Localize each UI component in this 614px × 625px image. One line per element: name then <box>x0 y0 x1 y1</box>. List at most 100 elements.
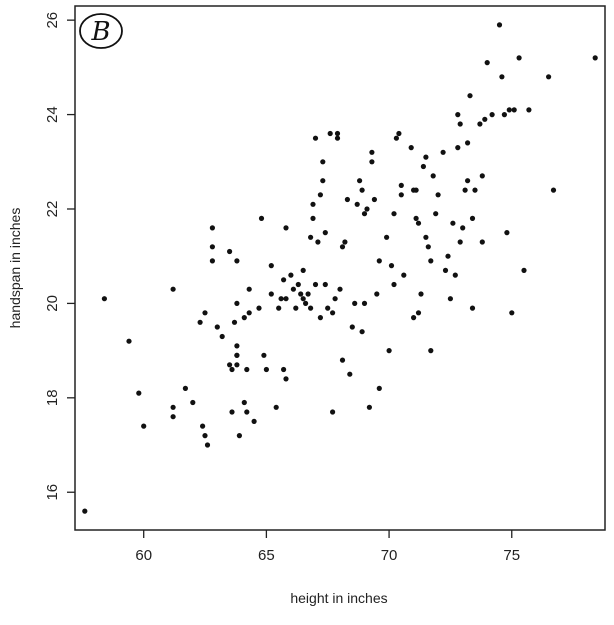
data-point-115 <box>411 315 417 321</box>
data-point-27 <box>234 343 240 349</box>
y-tick-label-5: 26 <box>44 12 61 29</box>
data-point-30 <box>234 258 240 264</box>
data-point-44 <box>268 263 274 269</box>
data-point-141 <box>460 225 466 231</box>
data-point-136 <box>452 272 458 278</box>
data-point-146 <box>469 215 476 221</box>
data-point-62 <box>308 305 314 311</box>
data-point-58 <box>300 267 306 273</box>
x-tick-label-0: 60 <box>135 547 152 564</box>
data-point-36 <box>246 286 252 292</box>
data-point-106 <box>388 263 395 269</box>
data-point-147 <box>469 305 476 311</box>
x-tick-label-1: 65 <box>258 547 275 564</box>
data-point-77 <box>330 310 336 316</box>
data-point-20 <box>227 248 233 255</box>
data-point-52 <box>283 225 289 231</box>
data-point-159 <box>506 107 512 113</box>
data-point-72 <box>320 178 326 184</box>
data-point-96 <box>364 206 370 212</box>
data-point-162 <box>516 55 522 61</box>
data-point-155 <box>496 22 503 28</box>
data-point-34 <box>244 409 250 415</box>
data-point-148 <box>472 187 478 193</box>
data-point-165 <box>546 74 552 80</box>
data-point-166 <box>550 187 557 193</box>
data-point-2 <box>126 338 132 344</box>
data-point-61 <box>305 291 311 297</box>
data-point-12 <box>204 442 211 448</box>
data-point-157 <box>501 112 507 118</box>
data-point-47 <box>278 296 284 302</box>
data-point-110 <box>396 130 402 137</box>
data-point-112 <box>398 192 404 198</box>
data-point-153 <box>484 60 490 66</box>
data-point-158 <box>504 230 510 236</box>
data-point-67 <box>312 281 319 288</box>
data-point-144 <box>465 140 471 146</box>
data-point-131 <box>440 149 446 155</box>
data-point-48 <box>281 277 287 283</box>
data-point-107 <box>391 211 397 217</box>
data-point-90 <box>354 201 360 207</box>
data-point-100 <box>371 196 377 203</box>
data-point-75 <box>325 305 331 311</box>
data-point-156 <box>499 74 505 80</box>
data-point-5 <box>170 404 176 410</box>
data-point-137 <box>455 145 461 151</box>
x-tick-label-2: 70 <box>381 547 398 564</box>
data-point-83 <box>339 244 346 250</box>
data-point-41 <box>261 352 267 358</box>
data-point-54 <box>290 286 296 292</box>
data-point-14 <box>202 310 208 316</box>
data-point-65 <box>310 201 316 207</box>
data-point-19 <box>219 333 225 340</box>
data-point-59 <box>300 296 306 302</box>
data-point-84 <box>339 357 346 363</box>
data-point-15 <box>209 258 215 264</box>
data-point-98 <box>369 149 375 155</box>
data-point-32 <box>241 315 247 321</box>
data-point-11 <box>202 433 208 439</box>
data-point-53 <box>288 272 294 278</box>
data-point-120 <box>415 310 422 316</box>
data-point-16 <box>209 244 215 250</box>
data-point-74 <box>322 281 328 288</box>
data-point-93 <box>359 329 365 335</box>
data-point-105 <box>386 348 392 354</box>
data-point-18 <box>214 324 220 330</box>
data-point-101 <box>374 291 380 297</box>
data-point-38 <box>251 418 257 424</box>
data-point-128 <box>430 173 436 179</box>
data-point-68 <box>315 239 321 245</box>
data-point-69 <box>317 315 323 321</box>
data-point-95 <box>361 300 368 306</box>
plot-frame <box>74 5 606 531</box>
data-point-35 <box>244 366 250 373</box>
data-point-64 <box>310 215 316 221</box>
data-point-123 <box>423 154 429 160</box>
data-point-129 <box>433 211 439 217</box>
data-point-46 <box>276 305 282 311</box>
data-point-138 <box>455 112 461 118</box>
data-point-63 <box>308 234 314 240</box>
data-point-103 <box>376 258 382 264</box>
annotation-b: B <box>79 13 123 49</box>
data-point-0 <box>82 508 88 514</box>
data-point-124 <box>423 234 429 240</box>
data-point-114 <box>408 145 414 151</box>
data-point-88 <box>349 324 355 330</box>
data-point-55 <box>293 305 299 311</box>
data-point-108 <box>391 281 397 288</box>
data-point-125 <box>425 244 431 250</box>
data-point-81 <box>334 130 341 137</box>
data-point-154 <box>489 112 495 118</box>
data-point-4 <box>141 423 147 429</box>
data-point-160 <box>509 310 515 316</box>
data-point-113 <box>401 272 407 278</box>
data-point-22 <box>229 366 235 373</box>
data-point-163 <box>521 267 527 273</box>
data-point-40 <box>258 215 265 221</box>
data-point-3 <box>136 390 142 396</box>
